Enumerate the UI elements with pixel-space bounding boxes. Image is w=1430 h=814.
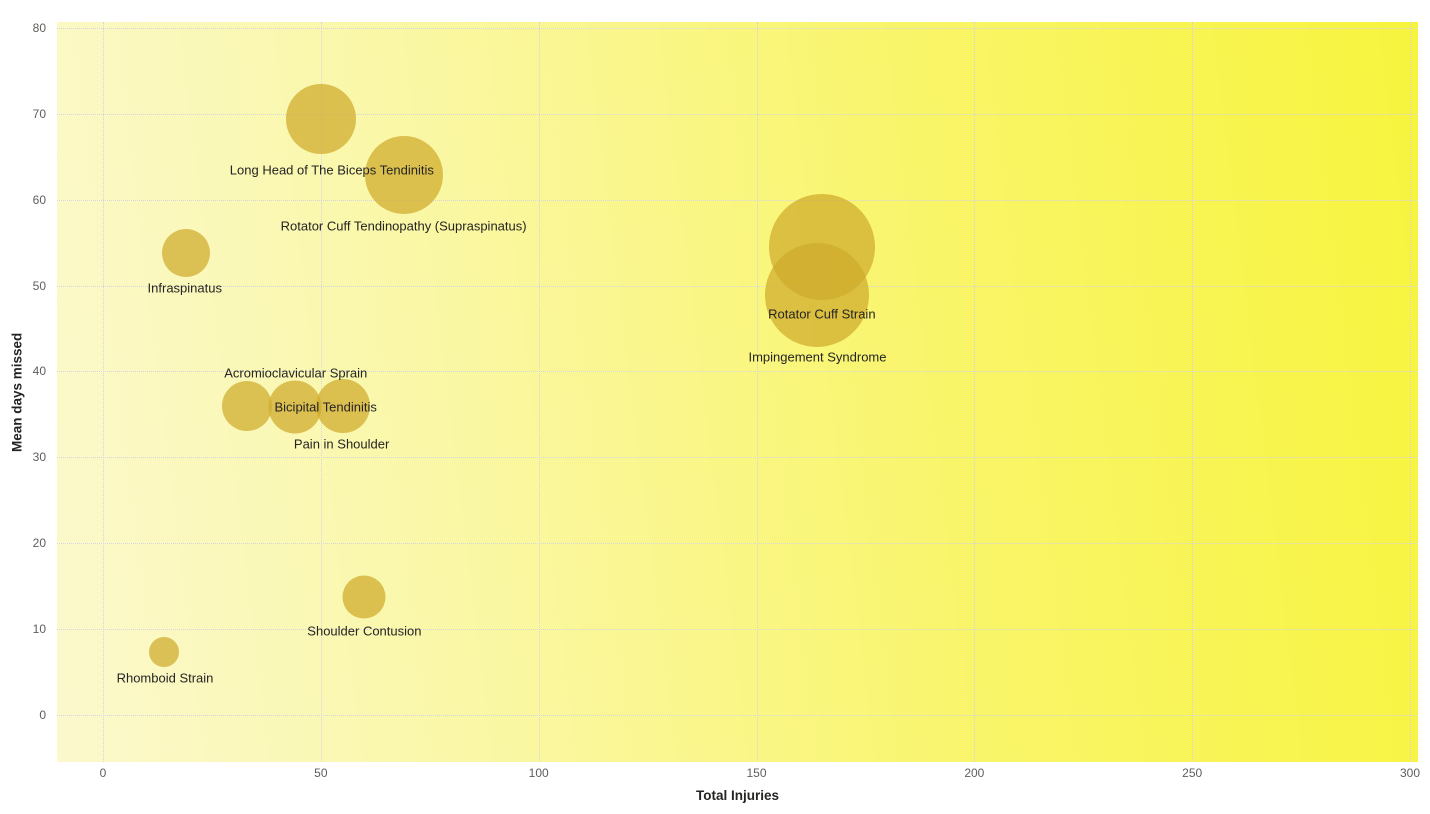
gridline-horizontal	[57, 457, 1418, 459]
data-point-label: Rotator Cuff Tendinopathy (Supraspinatus…	[280, 218, 527, 234]
gridline-horizontal	[57, 371, 1418, 373]
data-point-label: Rhomboid Strain	[116, 670, 214, 686]
plot-area: Long Head of The Biceps Tendinitis Rotato…	[57, 22, 1418, 762]
bubble-data-point[interactable]	[765, 242, 870, 347]
bubble-data-point[interactable]	[161, 228, 210, 277]
data-point-label: Shoulder Contusion	[307, 623, 422, 639]
x-axis-tick-label: 0	[99, 766, 107, 780]
data-point-label: Impingement Syndrome	[748, 349, 887, 365]
data-point-label: Infraspinatus	[147, 280, 222, 296]
gridline-horizontal	[57, 543, 1418, 545]
data-point-label: Bicipital Tendinitis	[274, 399, 377, 415]
y-axis-tick-label: 60	[32, 192, 46, 207]
bubble-data-point[interactable]	[221, 380, 272, 431]
bubble-data-point[interactable]	[285, 83, 356, 154]
y-axis-tick-label: 80	[32, 20, 46, 35]
gridline-horizontal	[57, 199, 1418, 201]
gridline-horizontal	[57, 629, 1418, 631]
bubble-data-point[interactable]	[315, 378, 370, 433]
gridline-vertical	[1410, 22, 1411, 762]
y-axis-title: Mean days missed	[9, 332, 25, 452]
x-axis-tick-label: 100	[528, 766, 549, 780]
x-axis-tick-label: 250	[1182, 766, 1203, 780]
y-axis-tick-label: 10	[32, 622, 46, 637]
gridline-horizontal	[57, 113, 1418, 115]
gridline-vertical	[103, 22, 104, 762]
y-axis-tick-label: 40	[32, 364, 46, 379]
gridline-vertical	[974, 22, 976, 762]
data-point-label: Long Head of The Biceps Tendinitis	[229, 162, 434, 178]
x-axis-tick-label: 50	[314, 766, 328, 780]
y-axis-tick-label: 0	[39, 708, 46, 722]
x-axis-tick-label: 200	[964, 766, 985, 780]
y-axis-tick-label: 50	[32, 278, 46, 293]
bubble-data-point[interactable]	[342, 575, 386, 619]
y-axis-tick-label: 20	[32, 536, 46, 551]
bubble-data-point[interactable]	[268, 380, 322, 434]
bubble-data-point[interactable]	[364, 135, 443, 214]
gridline-vertical	[756, 22, 758, 762]
gridline-horizontal	[57, 715, 1418, 716]
data-point-label: Rotator Cuff Strain	[768, 306, 876, 322]
x-axis-tick-label: 300	[1399, 766, 1421, 780]
gridline-horizontal	[57, 285, 1418, 287]
gridline-vertical	[538, 22, 540, 762]
data-point-label: Pain in Shoulder	[293, 436, 390, 452]
gridline-vertical	[1192, 22, 1194, 762]
gridline-horizontal	[57, 27, 1418, 29]
x-axis-title: Total Injuries	[695, 788, 779, 803]
y-axis-tick-label: 70	[32, 106, 46, 121]
data-point-label: Acromioclavicular Sprain	[224, 365, 368, 381]
bubble-data-point[interactable]	[148, 637, 179, 668]
x-axis-tick-label: 150	[746, 766, 767, 780]
y-axis-tick-label: 30	[32, 450, 46, 465]
